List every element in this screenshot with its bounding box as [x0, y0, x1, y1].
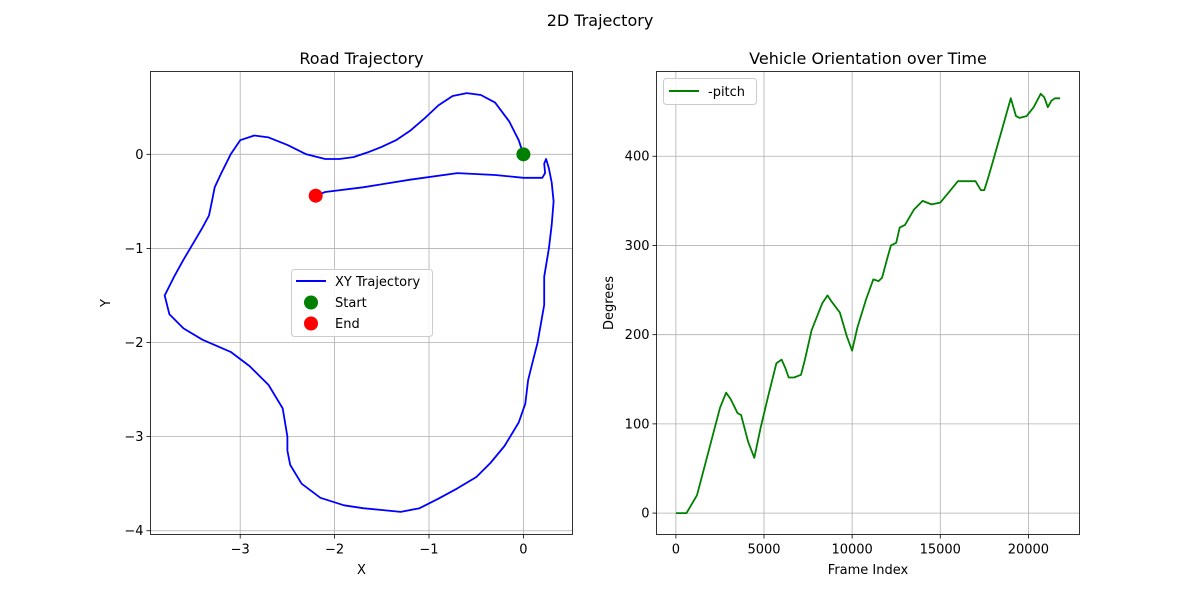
x-tick-label: −1: [419, 543, 438, 558]
axes-frame: [150, 71, 573, 535]
x-tick-label: 0: [672, 543, 680, 558]
ticks-road-trajectory: −3 −2 −1 0 −4 −3 −2 −1 0: [124, 148, 527, 558]
legend-label-start: Start: [335, 296, 367, 311]
marker-start: [516, 147, 531, 162]
x-tick-label: −2: [325, 543, 344, 558]
y-axis-label: Degrees: [602, 276, 617, 330]
x-tick-label: −3: [231, 543, 250, 558]
chart-title: Vehicle Orientation over Time: [749, 49, 987, 68]
legend-label-xy-trajectory: XY Trajectory: [335, 275, 420, 290]
plot-area-vehicle-orientation: [675, 92, 1061, 514]
legend-marker-end: [304, 316, 318, 331]
axes-frame: [656, 71, 1080, 535]
figure-suptitle: 2D Trajectory: [547, 11, 654, 30]
y-tick-label: 200: [625, 328, 650, 343]
y-tick-label: −2: [124, 336, 143, 351]
x-tick-label: 10000: [831, 543, 872, 558]
chart-vehicle-orientation: Vehicle Orientation over Time 0 5000 10000…: [602, 49, 1080, 578]
y-tick-label: −1: [124, 242, 143, 257]
chart-road-trajectory: Road Trajectory −3 −2 −1 0 −4 −3 −2 −1 0 X Y XY …: [99, 49, 573, 578]
y-tick-label: 100: [625, 417, 650, 432]
x-tick-label: 15000: [920, 543, 961, 558]
legend-box: [291, 269, 433, 337]
x-axis-label: Frame Index: [828, 563, 909, 578]
y-tick-label: 0: [641, 507, 649, 522]
y-axis-label: Y: [99, 299, 114, 308]
series-line-pitch: [675, 92, 1061, 514]
chart-title: Road Trajectory: [299, 49, 423, 68]
x-tick-label: 20000: [1008, 543, 1049, 558]
series-line-xy-trajectory: [163, 92, 555, 513]
legend-marker-start: [304, 295, 318, 310]
y-tick-label: 0: [135, 148, 143, 163]
y-tick-label: 400: [625, 150, 650, 165]
x-axis-label: X: [357, 563, 366, 578]
y-tick-label: −4: [124, 524, 143, 539]
grid-vehicle-orientation: [656, 71, 1080, 535]
x-tick-label: 5000: [747, 543, 780, 558]
legend-box: [663, 78, 757, 105]
x-tick-label: 0: [519, 543, 527, 558]
y-tick-label: −3: [124, 430, 143, 445]
marker-end: [308, 188, 323, 203]
legend-road-trajectory: XY Trajectory Start End: [291, 269, 433, 337]
plot-area-road-trajectory: [163, 92, 555, 513]
legend-label-end: End: [335, 317, 360, 332]
legend-vehicle-orientation: -pitch: [663, 78, 757, 105]
legend-label-pitch: -pitch: [708, 85, 745, 100]
y-tick-label: 300: [625, 239, 650, 254]
ticks-vehicle-orientation: 0 5000 10000 15000 20000 0 100 200 300 400: [625, 150, 1049, 558]
